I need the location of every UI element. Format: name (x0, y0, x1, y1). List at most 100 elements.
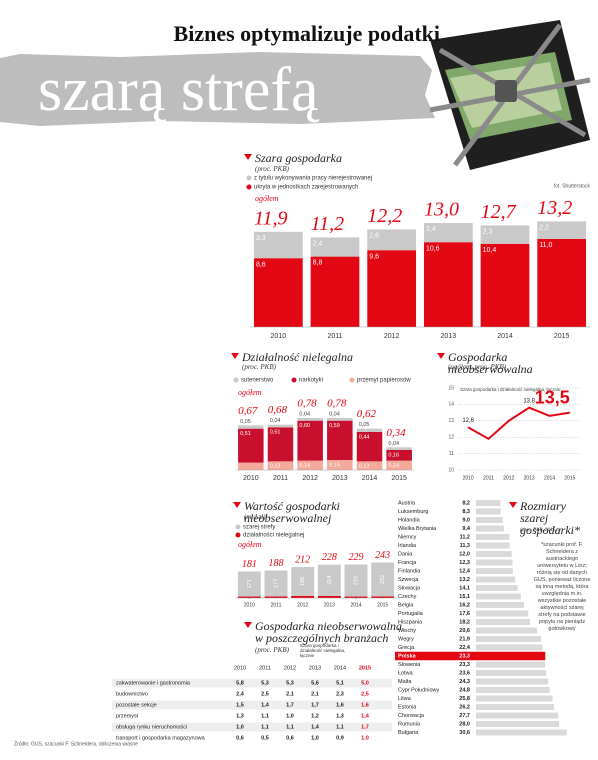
cell: 2,3 (336, 691, 344, 697)
y-tick-label: 10 (448, 467, 454, 473)
total-label: 0,78 (297, 398, 317, 410)
x-tick-label: 2012 (503, 475, 514, 481)
value-label: 28,0 (459, 721, 470, 727)
x-tick-label: 2010 (463, 475, 474, 481)
bar-segment (264, 570, 288, 597)
legend-swatch (235, 532, 241, 538)
bar (476, 619, 531, 625)
x-tick-label: 2013 (324, 602, 335, 608)
bar-segment (356, 432, 383, 462)
bar-segment (356, 461, 383, 470)
segment-label: 14 (327, 595, 331, 599)
value-label: 26,2 (459, 704, 470, 710)
segment-label: 0,04 (388, 441, 399, 447)
bar (476, 534, 510, 540)
segment-label: 10,4 (483, 247, 497, 254)
cell: 1,1 (261, 724, 269, 730)
source: Źródło: GUS, szacunki F. Schneidera, obl… (14, 740, 138, 747)
value-label: 18,2 (459, 619, 470, 625)
legend-label: sutenerstwo (241, 378, 274, 384)
row-label: budownictwo (116, 691, 148, 697)
cell: 2,5 (361, 691, 369, 697)
row-label: transport i gospodarka magazynowa (116, 735, 206, 741)
category-label: Polska (398, 653, 417, 659)
cell: 0,9 (336, 735, 344, 741)
segment-label: 0,44 (359, 434, 370, 440)
total-label: 13,2 (537, 197, 572, 219)
segment-label: 0,51 (240, 431, 251, 437)
value-label: 17,6 (459, 611, 470, 617)
legend-swatch (349, 377, 355, 383)
row-label: pozostałe sekcje (116, 702, 157, 708)
segment-label: 0,05 (359, 422, 370, 428)
footnote: *szacunki prof. F. Schneidera z austriac… (533, 542, 591, 632)
y-tick-label: 12 (448, 435, 454, 441)
segment-label: 2,4 (313, 241, 323, 248)
legend-label: z tytułu wykonywania pracy nierejestrowa… (254, 176, 372, 182)
x-tick-label: 2015 (391, 475, 407, 482)
cell: 1,4 (311, 724, 320, 730)
category-label: Cypr Południowy (398, 687, 440, 693)
table-note: Szara gospodarka i działalność nielegaln… (300, 643, 346, 658)
total-label: 243 (375, 550, 390, 561)
column-header: 2013 (309, 665, 321, 671)
x-tick-label: 2011 (327, 333, 342, 340)
category-label: Litwa (398, 696, 412, 702)
category-label: Luksemburg (398, 509, 428, 515)
category-label: Szwecja (398, 577, 419, 583)
value-label: 20,6 (459, 628, 470, 634)
legend-swatch (246, 175, 252, 181)
segment-label: 10 (247, 595, 251, 599)
category-label: Czechy (398, 594, 417, 600)
value-label: 23,3 (459, 653, 470, 659)
row-band (112, 722, 392, 732)
total-label: 0,62 (357, 408, 377, 420)
value-label: 9,0 (462, 517, 470, 523)
wallet-photo (429, 20, 591, 170)
bar (476, 551, 512, 557)
bar-segment (297, 460, 323, 470)
segment-label: 0,14 (388, 463, 399, 469)
cell: 1,7 (311, 702, 319, 708)
bar-segment (327, 460, 353, 470)
bar (476, 678, 549, 685)
bar-segment (237, 571, 261, 597)
x-tick-label: 2012 (297, 602, 308, 608)
category-label: Hiszpania (398, 619, 423, 625)
bar (476, 500, 501, 506)
value-label: 23,3 (459, 662, 470, 668)
value-label: 24,8 (459, 687, 470, 693)
cell: 1,4 (261, 702, 270, 708)
bar-segment (238, 425, 264, 429)
y-tick-label: 11 (449, 451, 454, 457)
legend-label: szarej strefy (243, 525, 275, 531)
chart-subtitle: (mld zł) (244, 513, 266, 521)
x-tick-label: 2012 (384, 333, 400, 340)
column-header: 2010 (234, 665, 246, 671)
value-label: 11,2 (460, 534, 470, 540)
legend-label: działalności nielegalnej (243, 533, 304, 539)
column-header: 2015 (359, 665, 371, 671)
segment-label: 0,04 (270, 418, 281, 424)
value-label: 8,2 (462, 500, 470, 506)
legend-swatch (291, 377, 297, 383)
total-label: 0,67 (238, 405, 258, 417)
chart-subtitle: (proc. PKB, 2015 r.) (520, 528, 561, 533)
bar (476, 653, 546, 659)
category-label: Malta (398, 679, 412, 685)
cell: 1,6 (336, 702, 344, 708)
row-label: przemysł (116, 713, 139, 719)
category-label: Chorwacja (398, 713, 425, 719)
cell: 5,8 (236, 680, 244, 686)
total-label: 0,78 (327, 398, 347, 410)
category-label: Łotwa (398, 670, 414, 676)
column-header: 2012 (284, 665, 296, 671)
cell: 5,3 (261, 680, 269, 686)
bar-segment (267, 427, 294, 462)
segment-label: 0,04 (329, 411, 340, 417)
segment-label: 3,3 (256, 235, 266, 242)
legend-label: przemyt papierosów (357, 378, 411, 384)
cell: 2,1 (311, 691, 319, 697)
value-label: 12,6 (462, 418, 474, 424)
cell: 1,0 (286, 713, 294, 719)
